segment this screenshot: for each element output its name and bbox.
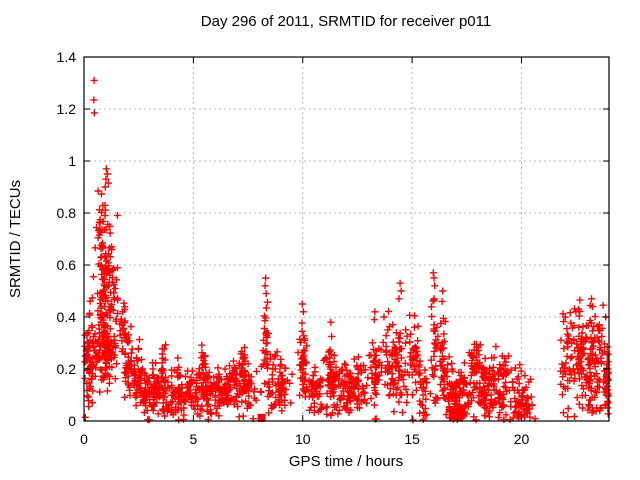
y-axis-label: SRMTID / TECUs — [7, 180, 24, 298]
svg-text:5: 5 — [189, 431, 197, 447]
tick-labels: 0 5 10 15 20 0 0.2 0.4 0.6 0.8 1 1.2 1.4 — [57, 49, 530, 447]
svg-text:0: 0 — [80, 431, 88, 447]
svg-text:0.4: 0.4 — [57, 309, 77, 325]
x-axis-label: GPS time / hours — [289, 453, 403, 470]
data-points — [81, 76, 612, 424]
svg-text:0: 0 — [68, 413, 76, 429]
svg-text:1.4: 1.4 — [57, 49, 77, 65]
svg-text:20: 20 — [514, 431, 530, 447]
plot-border — [83, 56, 610, 422]
svg-text:0.6: 0.6 — [57, 257, 77, 273]
gridlines — [84, 57, 609, 421]
svg-text:0.8: 0.8 — [57, 205, 77, 221]
svg-text:1.2: 1.2 — [57, 101, 77, 117]
svg-text:1: 1 — [68, 153, 76, 169]
svg-text:15: 15 — [404, 431, 420, 447]
svg-text:10: 10 — [295, 431, 311, 447]
svg-text:0.2: 0.2 — [57, 361, 77, 377]
chart-title: Day 296 of 2011, SRMTID for receiver p01… — [201, 13, 491, 30]
